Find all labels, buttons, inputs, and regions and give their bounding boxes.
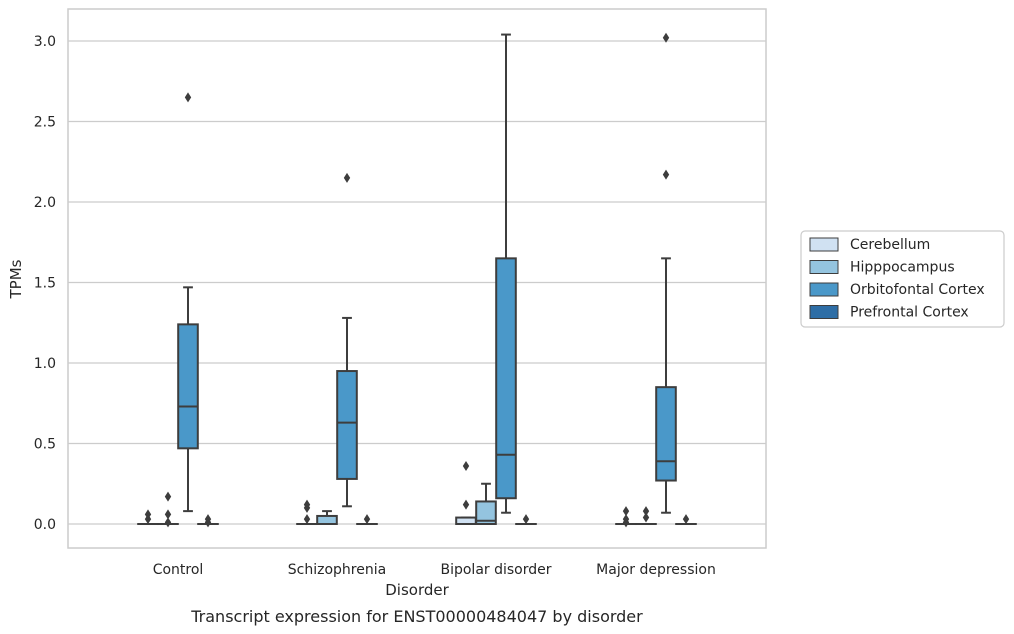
box-2-1 bbox=[336, 172, 358, 508]
y-tick-label: 0.0 bbox=[34, 517, 56, 533]
box-3-1 bbox=[356, 514, 378, 526]
outlier-point bbox=[303, 499, 311, 510]
box-body bbox=[495, 257, 517, 500]
outlier-point bbox=[462, 499, 470, 510]
outlier-point bbox=[682, 514, 690, 525]
outlier-point bbox=[343, 172, 351, 183]
legend-label: Orbitofontal Cortex bbox=[850, 282, 985, 298]
box-3-0 bbox=[197, 514, 219, 528]
y-tick-label: 0.5 bbox=[34, 437, 56, 453]
outlier-point bbox=[144, 509, 152, 520]
legend-swatch bbox=[809, 237, 839, 252]
legend-label: Cerebellum bbox=[850, 237, 930, 253]
legend-swatch bbox=[809, 260, 839, 274]
outlier-point bbox=[642, 506, 650, 517]
box-1-2 bbox=[475, 482, 497, 525]
y-axis-label: TPMs bbox=[7, 259, 25, 299]
box-3-3 bbox=[675, 514, 697, 526]
y-tick-labels: 0.0 0.5 1.0 1.5 2.0 2.5 3.0 bbox=[34, 34, 56, 533]
plot-background bbox=[68, 9, 766, 548]
y-tick-label: 2.0 bbox=[34, 195, 56, 211]
box-2-3 bbox=[655, 32, 677, 514]
outlier-point bbox=[662, 32, 670, 43]
box-0-3 bbox=[615, 506, 637, 528]
boxes bbox=[137, 32, 697, 528]
y-tick-label: 1.5 bbox=[34, 276, 56, 292]
legend-frame bbox=[800, 230, 1005, 328]
box-body bbox=[336, 370, 358, 480]
legend-swatch bbox=[809, 282, 839, 297]
x-axis-label: Disorder bbox=[385, 581, 449, 599]
plot-frame bbox=[67, 8, 767, 549]
outlier-point bbox=[462, 461, 470, 472]
outlier-point bbox=[622, 506, 630, 517]
legend: Cerebellum Hipppocampus Orbitofontal Corte… bbox=[800, 230, 1005, 328]
box-1-0 bbox=[157, 491, 179, 528]
x-tick-label: Control bbox=[153, 562, 204, 578]
outlier-point bbox=[204, 514, 212, 525]
box-body bbox=[655, 386, 677, 482]
box-1-3 bbox=[635, 506, 657, 526]
outlier-point bbox=[622, 514, 630, 525]
chart-caption: Transcript expression for ENST0000048404… bbox=[190, 607, 643, 626]
outlier-point bbox=[164, 517, 172, 528]
x-tick-label: Bipolar disorder bbox=[440, 562, 551, 578]
box-body bbox=[316, 514, 338, 526]
y-tick-label: 2.5 bbox=[34, 115, 56, 131]
outlier-point bbox=[662, 169, 670, 180]
box-body bbox=[475, 500, 497, 525]
box-2-2 bbox=[495, 33, 517, 514]
outlier-point bbox=[303, 514, 311, 525]
box-0-2 bbox=[455, 461, 477, 525]
x-tick-label: Major depression bbox=[596, 562, 716, 578]
legend-label: Prefrontal Cortex bbox=[850, 305, 969, 321]
box-body bbox=[177, 323, 199, 450]
outlier-point bbox=[184, 92, 192, 103]
y-tick-label: 3.0 bbox=[34, 34, 56, 50]
box-2-0 bbox=[177, 92, 199, 513]
box-3-2 bbox=[515, 514, 537, 526]
y-tick-label: 1.0 bbox=[34, 356, 56, 372]
x-tick-labels: Control Schizophrenia Bipolar disorder Majo… bbox=[153, 562, 716, 578]
x-tick-label: Schizophrenia bbox=[288, 562, 386, 578]
legend-label: Hipppocampus bbox=[850, 260, 955, 276]
outlier-point bbox=[164, 509, 172, 520]
outlier-point bbox=[363, 514, 371, 525]
outlier-point bbox=[164, 491, 172, 502]
outlier-point bbox=[642, 512, 650, 523]
legend-swatch bbox=[809, 305, 839, 319]
outlier-point bbox=[522, 514, 530, 525]
box-1-1 bbox=[316, 510, 338, 526]
